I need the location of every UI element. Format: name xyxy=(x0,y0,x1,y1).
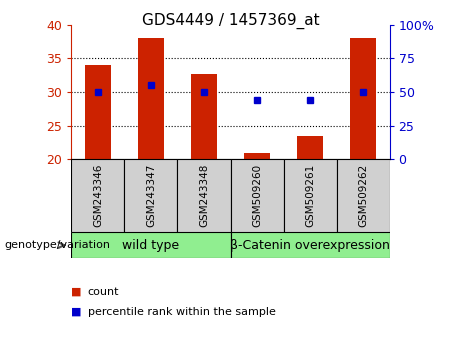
Bar xyxy=(350,38,376,159)
Bar xyxy=(85,65,111,159)
Text: GSM509261: GSM509261 xyxy=(305,164,315,227)
Text: count: count xyxy=(88,287,119,297)
Text: genotype/variation: genotype/variation xyxy=(5,240,111,250)
Text: GSM243346: GSM243346 xyxy=(93,164,103,227)
Text: GSM243348: GSM243348 xyxy=(199,164,209,227)
Bar xyxy=(284,159,337,232)
Text: β-Catenin overexpression: β-Catenin overexpression xyxy=(230,239,390,252)
Bar xyxy=(230,232,390,258)
Bar xyxy=(177,159,230,232)
Text: ■: ■ xyxy=(71,307,82,316)
Bar xyxy=(71,232,230,258)
Bar xyxy=(191,74,217,159)
Bar xyxy=(244,153,270,159)
Text: GSM243347: GSM243347 xyxy=(146,164,156,227)
Bar xyxy=(230,159,284,232)
Text: wild type: wild type xyxy=(123,239,179,252)
Bar xyxy=(138,38,164,159)
Bar xyxy=(124,159,177,232)
Text: GSM509262: GSM509262 xyxy=(358,164,368,227)
Text: ■: ■ xyxy=(71,287,82,297)
Bar xyxy=(337,159,390,232)
Text: GDS4449 / 1457369_at: GDS4449 / 1457369_at xyxy=(142,12,319,29)
Bar xyxy=(297,136,323,159)
Bar xyxy=(71,159,124,232)
Text: GSM509260: GSM509260 xyxy=(252,164,262,227)
Text: percentile rank within the sample: percentile rank within the sample xyxy=(88,307,276,316)
